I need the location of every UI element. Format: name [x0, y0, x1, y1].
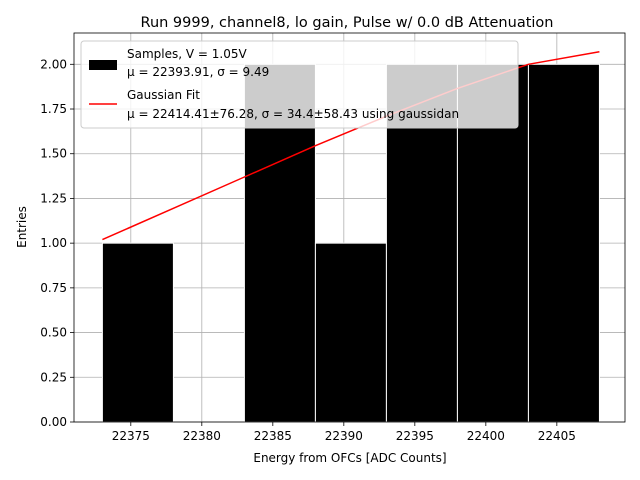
x-axis-label: Energy from OFCs [ADC Counts]	[253, 451, 446, 465]
legend-fit-label: Gaussian Fit	[127, 88, 200, 102]
legend-box	[80, 40, 519, 129]
x-tick-label: 22400	[467, 429, 505, 443]
y-tick-label: 1.50	[40, 147, 67, 161]
y-tick-label: 0.50	[40, 326, 67, 340]
histogram-bar	[314, 242, 387, 423]
y-axis-ticks: 0.00 0.25 0.50 0.75 1.00 1.25 1.50 1.75 2.00	[40, 57, 74, 429]
legend-fit-stats: μ = 22414.41±76.28, σ = 34.4±58.43 using…	[127, 107, 459, 121]
plot-frame	[73, 32, 626, 423]
y-tick-label: 1.25	[40, 191, 67, 205]
x-tick-label: 22405	[538, 429, 576, 443]
x-tick-label: 22380	[183, 429, 221, 443]
y-tick-label: 1.00	[40, 236, 67, 250]
histogram-bar	[101, 242, 174, 423]
legend-histogram-stats: μ = 22393.91, σ = 9.49	[127, 65, 269, 79]
histogram-bar	[527, 63, 600, 423]
y-tick-label: 0.00	[40, 415, 67, 429]
y-tick-label: 1.75	[40, 102, 67, 116]
legend-histogram-swatch	[89, 60, 117, 70]
y-tick-label: 0.75	[40, 281, 67, 295]
chart-title: Run 9999, channel8, lo gain, Pulse w/ 0.…	[141, 15, 554, 31]
y-axis-label: Entries	[15, 206, 29, 248]
legend: Samples, V = 1.05V μ = 22393.91, σ = 9.4…	[80, 40, 519, 129]
legend-histogram-label: Samples, V = 1.05V	[127, 47, 247, 61]
y-tick-label: 2.00	[40, 57, 67, 71]
x-tick-label: 22375	[112, 429, 150, 443]
x-tick-label: 22385	[254, 429, 292, 443]
x-axis-ticks: 22375 22380 22385 22390 22395 22400 22405	[112, 422, 576, 443]
y-tick-label: 0.25	[40, 370, 67, 384]
x-tick-label: 22390	[325, 429, 363, 443]
x-tick-label: 22395	[396, 429, 434, 443]
